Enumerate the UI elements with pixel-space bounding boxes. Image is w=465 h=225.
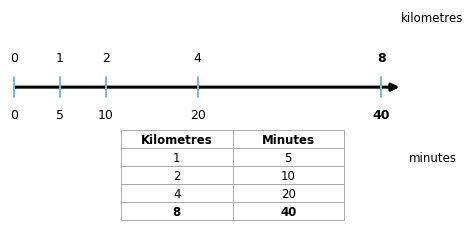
Text: 5: 5 xyxy=(56,108,64,121)
Bar xyxy=(232,148,344,166)
Text: 10: 10 xyxy=(98,108,114,121)
Text: Kilometres: Kilometres xyxy=(141,133,213,146)
Bar xyxy=(232,202,344,220)
Text: 4: 4 xyxy=(173,187,180,200)
Text: 20: 20 xyxy=(190,108,206,121)
Text: 2: 2 xyxy=(102,52,110,65)
Text: 40: 40 xyxy=(372,108,390,121)
Text: 5: 5 xyxy=(285,151,292,164)
Text: 20: 20 xyxy=(281,187,296,200)
Text: 8: 8 xyxy=(173,205,181,218)
Bar xyxy=(121,166,232,184)
Text: 0: 0 xyxy=(10,108,18,121)
Bar xyxy=(121,148,232,166)
Text: 40: 40 xyxy=(280,205,297,218)
Text: kilometres: kilometres xyxy=(401,11,464,25)
Text: Minutes: Minutes xyxy=(262,133,315,146)
Text: minutes: minutes xyxy=(408,151,457,164)
Text: 0: 0 xyxy=(10,52,18,65)
Bar xyxy=(121,130,232,148)
Text: 1: 1 xyxy=(173,151,180,164)
Bar xyxy=(232,184,344,202)
Bar xyxy=(232,130,344,148)
Text: 4: 4 xyxy=(194,52,201,65)
Bar xyxy=(121,184,232,202)
Text: 8: 8 xyxy=(377,52,385,65)
Text: 10: 10 xyxy=(281,169,296,182)
Bar xyxy=(232,166,344,184)
Text: 1: 1 xyxy=(56,52,64,65)
Bar xyxy=(121,202,232,220)
Text: 2: 2 xyxy=(173,169,180,182)
